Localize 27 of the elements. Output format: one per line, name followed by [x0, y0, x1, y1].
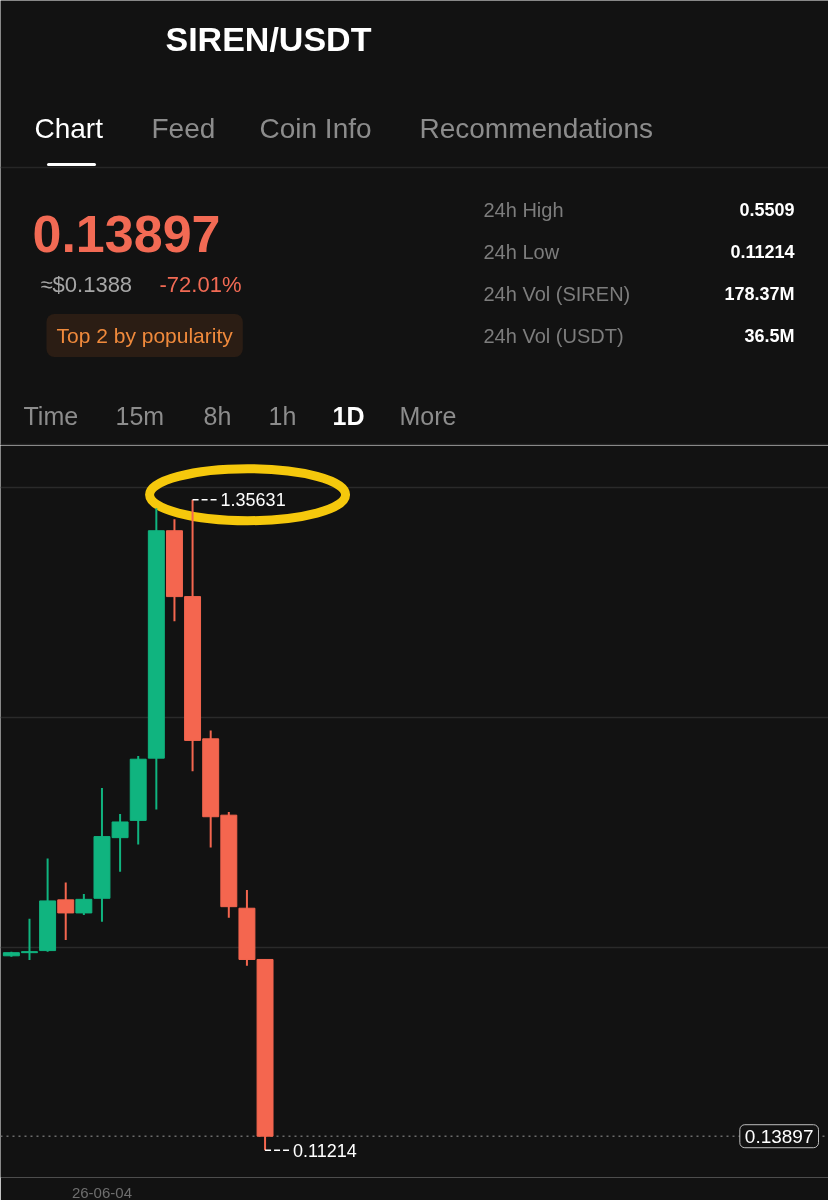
x-tick-label: 26-06-04 [71, 1183, 132, 1200]
text: Chart [34, 113, 104, 144]
text: 0.5509 [739, 200, 795, 220]
text: 8h [203, 401, 232, 430]
chart-title: SIREN/USDT [165, 19, 372, 58]
text: Coin Info [259, 113, 372, 144]
text: 1h [268, 401, 297, 430]
annotation: 1.35631 [220, 490, 286, 511]
text: 15m [115, 401, 165, 430]
text: Top 2 by popularity [56, 324, 234, 347]
text: Recommendations [419, 113, 653, 144]
text: 178.37M [724, 283, 795, 304]
text: 1D [332, 401, 365, 430]
text: 0.11214 [293, 1140, 357, 1161]
text: 0.11214 [730, 242, 795, 262]
text: 24h Vol (USDT) [483, 324, 624, 347]
text: 24h High [483, 198, 564, 221]
text: 0.13897 [32, 204, 221, 263]
text: More [399, 401, 457, 430]
text: ≈$0.1388 [40, 272, 133, 297]
text: -72.01% [159, 272, 242, 297]
ref-line-label: 0.13897 [744, 1125, 814, 1147]
text: 36.5M [744, 325, 795, 346]
text: 24h Low [483, 240, 560, 263]
text: 24h Vol (SIREN) [483, 282, 631, 305]
text: Time [23, 401, 79, 430]
text: Feed [151, 113, 216, 144]
